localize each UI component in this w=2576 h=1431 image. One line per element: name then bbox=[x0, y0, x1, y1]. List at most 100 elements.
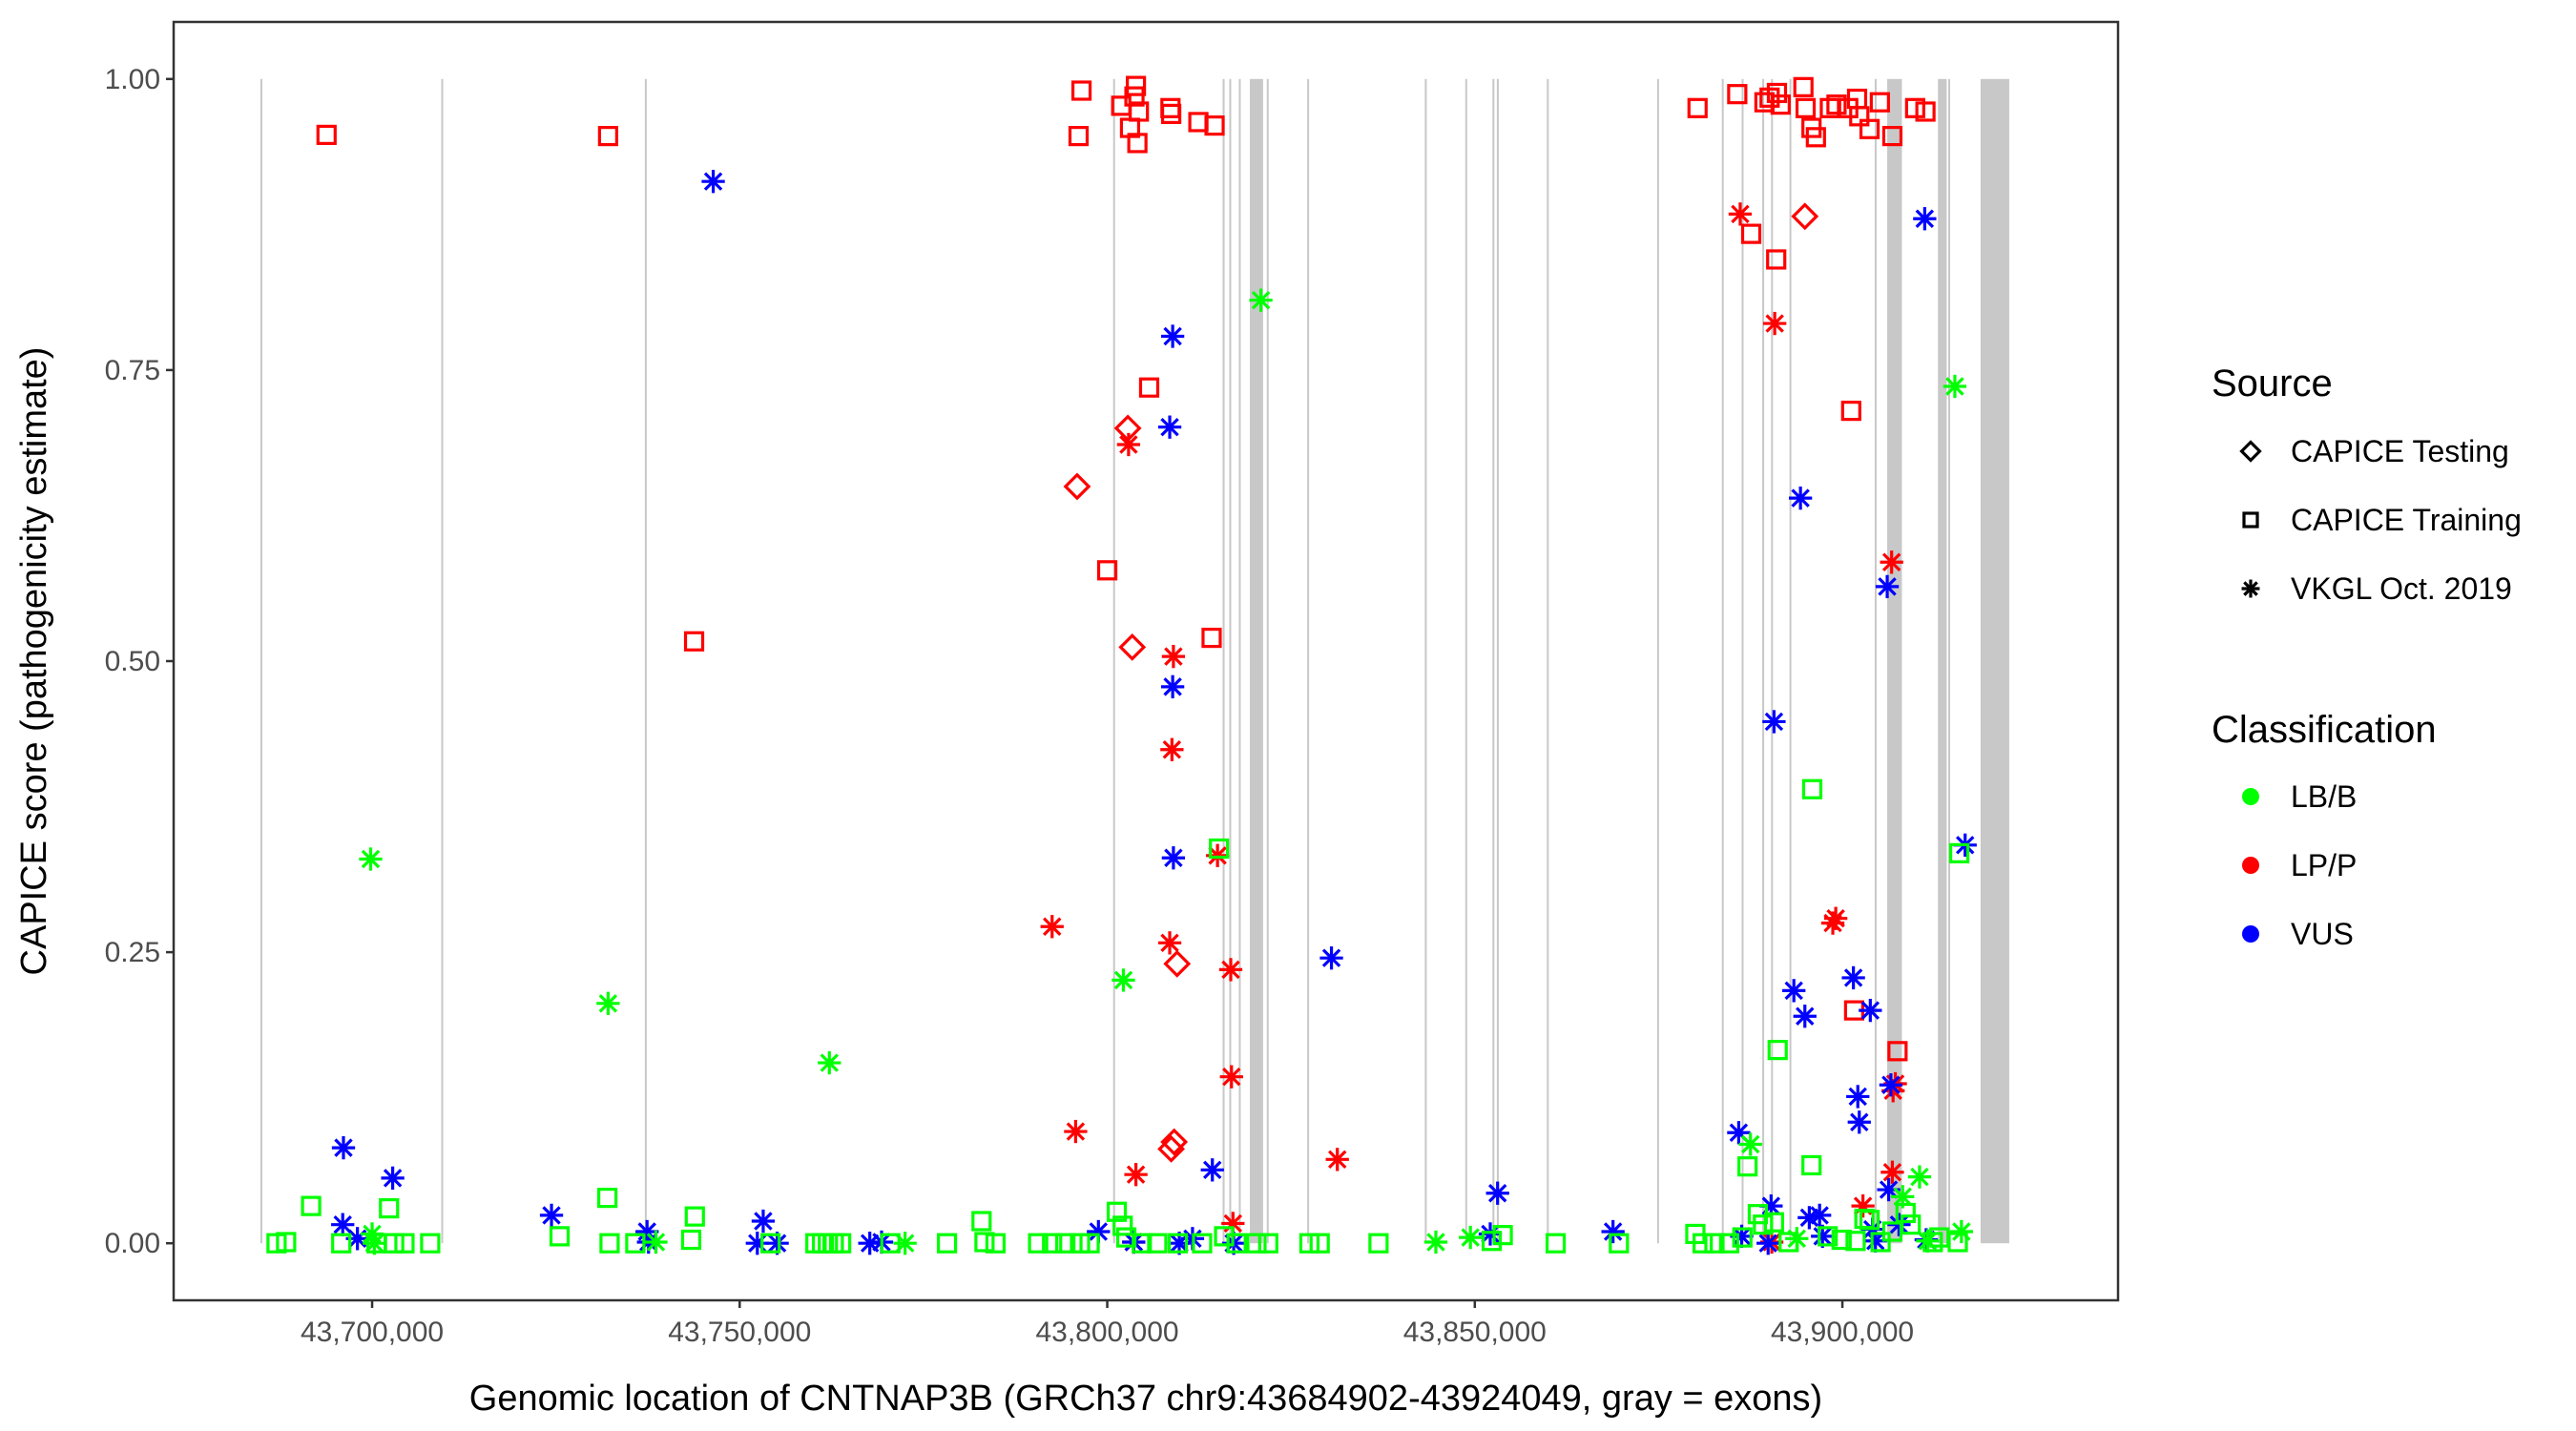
data-point-vus-vkgl-33 bbox=[1788, 486, 1813, 510]
data-point-vus-vkgl-0 bbox=[331, 1135, 356, 1160]
data-point-lp-train-16 bbox=[1204, 115, 1225, 136]
data-point-lb-train-47 bbox=[1492, 1225, 1513, 1246]
data-point-lp-test-4 bbox=[1160, 1128, 1189, 1156]
data-point-lb-train-31 bbox=[1106, 1201, 1128, 1222]
data-point-lb-train-41 bbox=[1246, 1233, 1267, 1254]
data-point-lp-train-36 bbox=[1849, 106, 1870, 127]
legend-label-capice-training: CAPICE Training bbox=[2291, 503, 2522, 537]
data-point-lb-train-63 bbox=[1818, 1226, 1839, 1247]
data-point-vus-vkgl-17 bbox=[1160, 674, 1185, 698]
data-point-lb-train-67 bbox=[1859, 1210, 1880, 1231]
data-point-lp-train-19 bbox=[1727, 84, 1748, 105]
data-point-lb-train-43 bbox=[1298, 1233, 1320, 1254]
data-point-lp-train-11 bbox=[1129, 101, 1150, 122]
data-point-vus-vkgl-24 bbox=[1478, 1222, 1503, 1246]
series-1 bbox=[1063, 202, 1819, 1163]
data-point-vus-vkgl-4 bbox=[539, 1203, 564, 1228]
data-point-lp-test-6 bbox=[1791, 202, 1819, 231]
data-point-lb-train-37 bbox=[1192, 1233, 1213, 1254]
x-axis: 43,700,000 43,750,000 43,800,000 43,850,000… bbox=[301, 1300, 1914, 1348]
data-point-lb-train-33 bbox=[1115, 1227, 1137, 1248]
data-point-vus-vkgl-38 bbox=[1841, 965, 1865, 990]
data-point-lp-train-8 bbox=[1124, 86, 1145, 107]
data-point-lp-train-24 bbox=[1766, 82, 1788, 104]
data-point-lp-train-33 bbox=[1840, 401, 1861, 422]
data-point-lb-train-11 bbox=[599, 1233, 620, 1254]
x-tick-label-3: 43,850,000 bbox=[1403, 1317, 1547, 1348]
data-point-lb-train-55 bbox=[1737, 1156, 1758, 1177]
data-point-lp-train-3 bbox=[1068, 125, 1090, 147]
exon-band-20 bbox=[1789, 78, 1792, 1244]
data-point-vus-vkgl-41 bbox=[1859, 998, 1882, 1023]
data-point-lp-vkgl-5 bbox=[1157, 931, 1182, 955]
data-point-lb-vkgl-6 bbox=[893, 1232, 917, 1255]
legend-key-asterisk-icon bbox=[2241, 579, 2260, 598]
data-point-lp-train-38 bbox=[1869, 92, 1890, 113]
exon-band-18 bbox=[1762, 78, 1765, 1244]
data-point-lp-vkgl-2 bbox=[1116, 432, 1141, 457]
data-point-lb-train-27 bbox=[1042, 1233, 1063, 1254]
exon-band-24 bbox=[1948, 78, 1951, 1244]
x-tick-label-2: 43,800,000 bbox=[1035, 1317, 1178, 1348]
data-point-lp-train-1 bbox=[597, 125, 618, 147]
data-point-lp-vkgl-0 bbox=[1040, 915, 1064, 939]
exon-band-23 bbox=[1938, 78, 1947, 1244]
data-point-lb-vkgl-0 bbox=[359, 847, 383, 871]
data-point-lp-test-2 bbox=[1118, 633, 1147, 661]
data-point-lp-train-29 bbox=[1805, 127, 1826, 148]
y-tick-label-2: 0.50 bbox=[105, 646, 160, 677]
series-2 bbox=[1040, 202, 1907, 1255]
exon-band-16 bbox=[1721, 78, 1724, 1244]
data-point-lp-train-2 bbox=[683, 631, 705, 652]
data-point-lb-train-26 bbox=[1028, 1233, 1049, 1254]
data-point-vus-vkgl-43 bbox=[1863, 1229, 1887, 1253]
data-point-lp-vkgl-19 bbox=[1880, 550, 1903, 574]
data-point-vus-vkgl-21 bbox=[1200, 1158, 1224, 1182]
data-point-lp-train-10 bbox=[1127, 133, 1148, 154]
exon-band-22 bbox=[1887, 78, 1902, 1244]
data-point-lp-train-9 bbox=[1125, 75, 1147, 96]
data-point-lb-train-48 bbox=[1545, 1233, 1567, 1254]
data-point-vus-vkgl-7 bbox=[701, 170, 725, 194]
y-axis: 0.00 0.25 0.50 0.75 1.00 bbox=[105, 64, 174, 1259]
legend-source-keys bbox=[2239, 440, 2262, 598]
exon-band-7 bbox=[1250, 78, 1263, 1244]
data-point-lp-train-39 bbox=[1881, 125, 1903, 147]
data-point-lb-train-40 bbox=[1226, 1233, 1247, 1254]
data-point-lp-test-0 bbox=[1063, 472, 1091, 501]
data-point-lb-train-68 bbox=[1870, 1232, 1891, 1253]
data-point-lb-train-71 bbox=[1901, 1214, 1922, 1235]
data-point-lb-train-5 bbox=[379, 1197, 400, 1219]
data-point-vus-vkgl-25 bbox=[1485, 1181, 1509, 1205]
data-points bbox=[266, 75, 1977, 1255]
y-tick-label-3: 0.75 bbox=[105, 355, 160, 386]
legend-class-keys bbox=[2242, 788, 2259, 943]
data-point-lb-vkgl-10 bbox=[1459, 1225, 1483, 1250]
data-point-lb-train-8 bbox=[420, 1233, 441, 1254]
data-point-lb-train-57 bbox=[1753, 1214, 1774, 1235]
data-point-lb-train-12 bbox=[625, 1233, 646, 1254]
exon-band-12 bbox=[1492, 78, 1495, 1244]
data-point-lp-train-27 bbox=[1795, 97, 1817, 118]
data-point-lp-train-20 bbox=[1740, 223, 1762, 244]
data-point-lb-train-46 bbox=[1481, 1231, 1503, 1252]
data-point-lb-train-2 bbox=[301, 1195, 322, 1216]
data-point-lb-train-14 bbox=[680, 1229, 702, 1251]
data-point-lp-train-23 bbox=[1766, 249, 1787, 270]
data-point-lp-train-40 bbox=[1887, 1041, 1908, 1062]
exon-band-3 bbox=[1112, 78, 1115, 1244]
data-point-vus-vkgl-39 bbox=[1846, 1085, 1870, 1109]
data-point-lb-train-1 bbox=[276, 1232, 297, 1253]
data-point-lp-test-5 bbox=[1163, 949, 1192, 978]
x-tick-label-4: 43,900,000 bbox=[1771, 1317, 1914, 1348]
data-point-lp-train-41 bbox=[1904, 97, 1925, 118]
data-point-vus-vkgl-36 bbox=[1808, 1203, 1832, 1228]
data-point-vus-vkgl-3 bbox=[381, 1166, 405, 1191]
data-point-lb-train-45 bbox=[1368, 1233, 1389, 1254]
series-5 bbox=[359, 288, 1974, 1255]
data-point-lp-vkgl-14 bbox=[1763, 311, 1787, 336]
data-point-lp-train-26 bbox=[1793, 76, 1814, 97]
legend-key-vus-dot-icon bbox=[2242, 925, 2259, 943]
data-point-vus-vkgl-23 bbox=[1319, 946, 1343, 970]
